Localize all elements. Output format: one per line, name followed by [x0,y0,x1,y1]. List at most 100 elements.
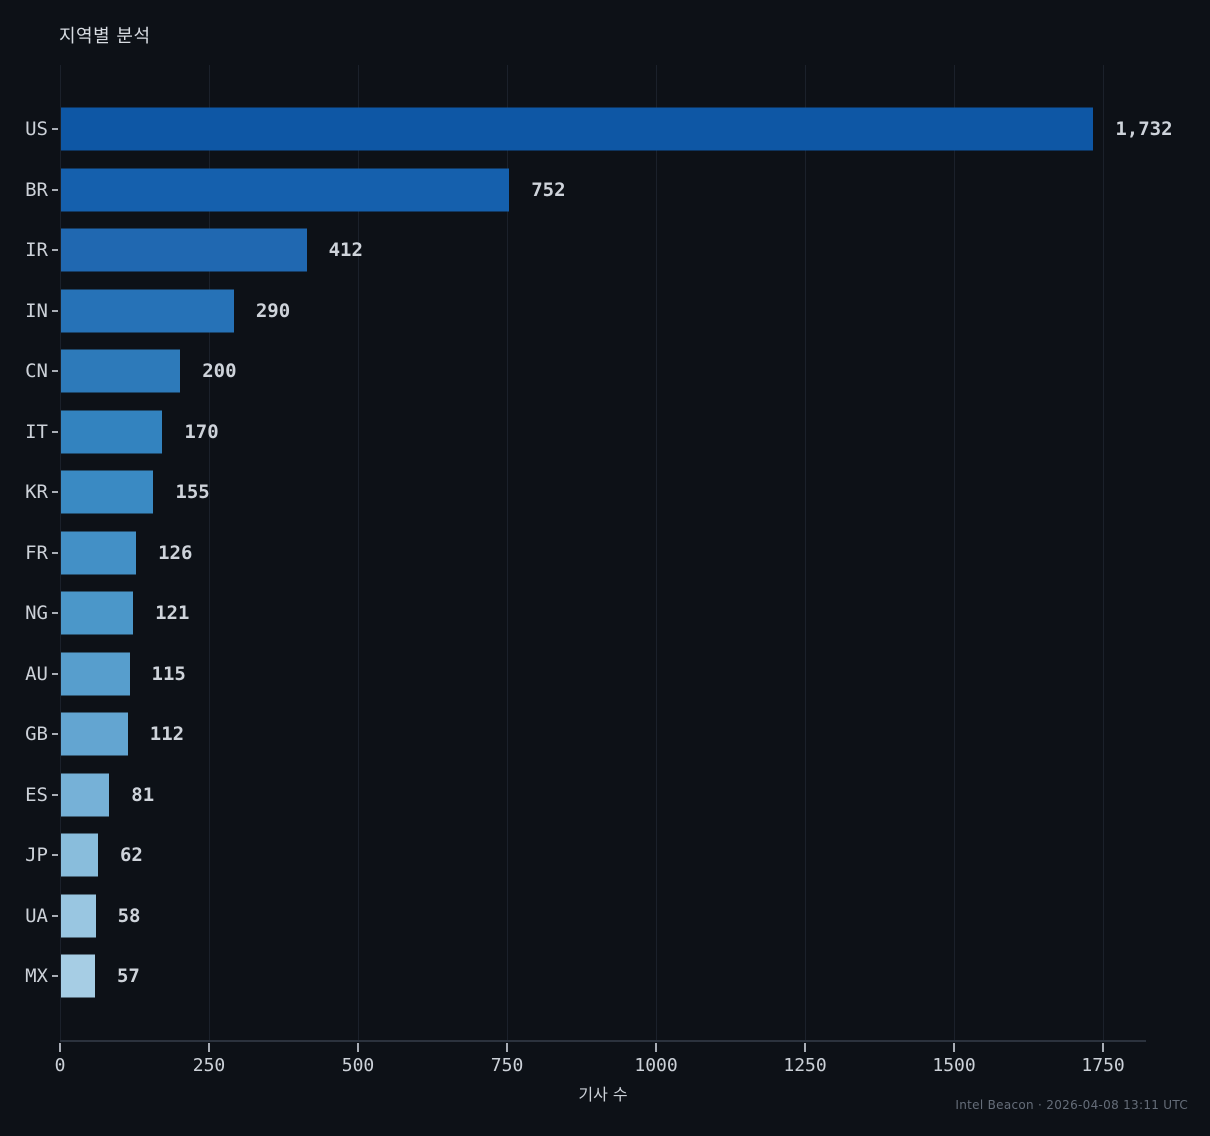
y-tick-mark [52,672,58,675]
x-tick-mark [953,1043,956,1052]
y-tick-label: UA [25,904,48,927]
bar-row-in: IN 290 [25,280,1146,341]
value-label: 62 [119,844,143,866]
value-label: 155 [175,481,210,503]
bar-row-cn: CN 200 [25,341,1146,402]
y-tick-mark [52,188,58,191]
gridline [954,65,956,1040]
y-tick-label: NG [25,602,48,624]
y-tick-mark [52,309,58,312]
y-tick-label: GB [25,723,48,745]
x-tick-mark [655,1043,658,1052]
value-label: 58 [117,904,141,927]
x-tick-label: 250 [192,1055,226,1076]
bar-row-gb: GB 112 [25,704,1146,765]
x-tick-label: 1750 [1081,1055,1125,1076]
x-tick-label: 1000 [634,1055,678,1076]
bar-row-br: BR 752 [25,159,1146,220]
bar-mx [61,954,95,998]
value-label: 170 [184,420,219,443]
y-tick-label: CN [25,360,48,382]
gridline [60,65,61,1040]
y-tick-label: IR [25,239,48,261]
value-label: 115 [151,662,186,685]
y-tick-mark [52,854,58,856]
y-tick-mark [52,491,58,493]
chart-title: 지역별 분석 [59,26,151,47]
bar-row-ir: IR 412 [25,220,1146,281]
gridline [805,65,807,1040]
x-tick-label: 1250 [783,1055,827,1076]
gridline [656,65,658,1040]
x-tick-label: 750 [490,1055,524,1076]
x-tick-mark [59,1043,61,1052]
value-label: 126 [158,541,193,564]
bar-row-ng: NG 121 [25,583,1146,644]
y-tick-mark [52,551,58,554]
bar-in [61,289,234,332]
bar-jp [61,833,98,877]
x-axis-label: 기사 수 [578,1085,628,1104]
y-tick-mark [52,430,58,433]
bar-fr [61,531,137,574]
value-label: 1,732 [1115,118,1173,140]
x-tick-label: 0 [54,1055,66,1076]
value-label: 290 [255,299,291,322]
x-tick-label: 1500 [932,1055,976,1076]
bar-es [61,773,110,816]
bar-row-mx: MX 57 [25,946,1146,1007]
bar-cn [61,349,181,393]
value-label: 112 [149,723,185,745]
x-tick-mark [506,1043,509,1052]
y-tick-label: KR [25,481,48,503]
value-label: 200 [202,360,237,382]
x-tick-mark [804,1043,807,1052]
bar-row-ua: UA 58 [25,885,1146,946]
y-tick-mark [52,249,58,251]
y-tick-label: AU [25,662,48,685]
y-tick-label: IT [25,420,48,443]
bar-row-fr: FR 126 [25,522,1146,583]
bar-ir [61,228,307,272]
value-label: 121 [155,602,190,624]
x-tick-label: 500 [341,1055,375,1076]
bar-it [61,410,163,453]
bar-br [61,168,510,211]
y-tick-label: JP [25,844,48,866]
y-tick-mark [52,128,58,130]
bar-gb [61,712,128,756]
bar-row-it: IT 170 [25,401,1146,462]
y-tick-label: ES [25,783,48,806]
bar-row-kr: KR 155 [25,462,1146,523]
gridline [209,65,210,1040]
y-tick-mark [52,370,58,372]
footer-caption: Intel Beacon · 2026-04-08 13:11 UTC [955,1098,1188,1112]
bar-kr [61,470,154,514]
bar-row-jp: JP 62 [25,825,1146,886]
bar-au [61,652,130,695]
y-tick-mark [52,793,58,796]
value-label: 81 [131,783,155,806]
bar-ua [61,894,96,937]
bar-us [61,107,1094,151]
y-tick-label: IN [25,299,48,322]
y-tick-mark [52,612,58,614]
bar-row-us: US 1,732 [25,99,1173,160]
value-label: 752 [531,178,566,201]
x-axis-spine [60,1040,1146,1042]
y-tick-mark [52,975,58,977]
x-tick-mark [208,1043,210,1052]
y-tick-label: FR [25,541,48,564]
x-tick-mark [1102,1043,1105,1052]
plot-area: US 1,732 BR 752 IR 412 IN 290 CN 200 IT 170 KR 155 FR 1… [25,65,1173,1076]
bar-row-es: ES 81 [25,764,1146,825]
bar-row-au: AU 115 [25,643,1146,704]
gridline [1103,65,1105,1040]
y-tick-label: BR [25,178,48,201]
y-tick-mark [52,914,58,917]
gridline [358,65,360,1040]
x-tick-mark [357,1043,360,1052]
y-tick-label: US [25,118,48,140]
y-tick-mark [52,733,58,735]
